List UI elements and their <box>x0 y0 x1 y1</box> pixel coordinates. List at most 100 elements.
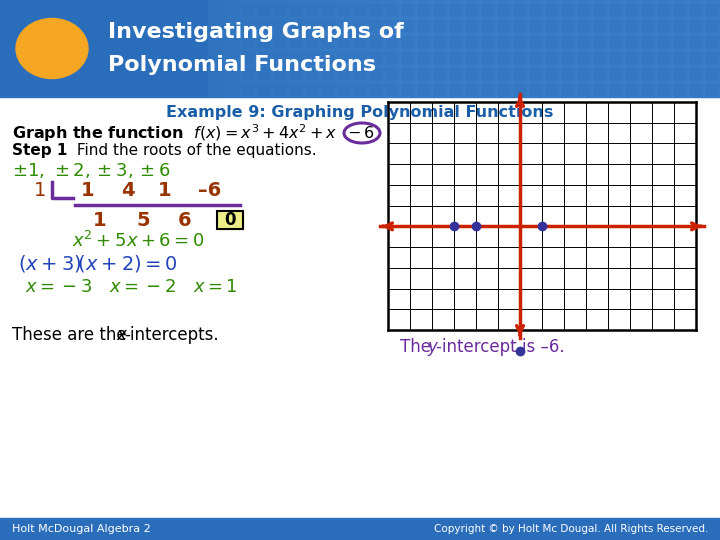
Bar <box>336 34 351 49</box>
Bar <box>544 66 559 81</box>
Bar <box>544 50 559 65</box>
Bar <box>512 66 527 81</box>
Bar <box>704 0 719 1</box>
Bar <box>240 34 255 49</box>
Bar <box>336 0 351 1</box>
Bar <box>432 18 447 33</box>
Bar <box>288 0 303 1</box>
Bar <box>496 18 511 33</box>
Text: 6: 6 <box>178 211 192 229</box>
Bar <box>592 0 607 1</box>
Bar <box>224 0 239 1</box>
Bar <box>240 2 255 17</box>
Bar <box>432 34 447 49</box>
Bar <box>272 18 287 33</box>
Text: Copyright © by Holt Mc Dougal. All Rights Reserved.: Copyright © by Holt Mc Dougal. All Right… <box>433 524 708 534</box>
Bar <box>432 0 447 1</box>
Bar <box>656 18 671 33</box>
Bar <box>528 0 543 1</box>
Bar <box>480 82 495 97</box>
Bar <box>0 0 720 97</box>
Bar <box>416 66 431 81</box>
Bar <box>400 18 415 33</box>
Bar <box>624 66 639 81</box>
Bar <box>448 18 463 33</box>
Bar <box>384 0 399 1</box>
Bar <box>208 66 223 81</box>
Bar <box>384 50 399 65</box>
Text: -intercepts.: -intercepts. <box>124 326 219 344</box>
Bar <box>544 0 559 1</box>
Bar <box>528 50 543 65</box>
Bar <box>688 34 703 49</box>
Bar <box>384 66 399 81</box>
Bar <box>320 82 335 97</box>
Bar <box>448 66 463 81</box>
Bar <box>560 0 575 1</box>
Bar <box>224 82 239 97</box>
Bar <box>480 34 495 49</box>
Bar <box>656 0 671 1</box>
Bar <box>400 2 415 17</box>
Bar <box>464 66 479 81</box>
Bar <box>640 2 655 17</box>
Bar <box>464 50 479 65</box>
Bar <box>480 18 495 33</box>
Bar <box>512 34 527 49</box>
Bar <box>432 2 447 17</box>
Bar <box>576 18 591 33</box>
Bar <box>560 18 575 33</box>
Bar <box>528 18 543 33</box>
Bar <box>368 18 383 33</box>
Bar <box>288 18 303 33</box>
Bar <box>217 211 243 229</box>
Bar <box>400 66 415 81</box>
Bar <box>272 2 287 17</box>
Bar <box>304 66 319 81</box>
Bar <box>512 82 527 97</box>
Bar <box>272 50 287 65</box>
Text: 1: 1 <box>81 180 95 199</box>
Bar <box>224 34 239 49</box>
Bar <box>256 66 271 81</box>
Bar <box>416 82 431 97</box>
Bar <box>608 18 623 33</box>
Text: The: The <box>400 338 436 356</box>
Bar <box>672 2 687 17</box>
Bar <box>576 66 591 81</box>
Bar <box>688 50 703 65</box>
Bar <box>368 0 383 1</box>
Bar <box>640 0 655 1</box>
Bar <box>352 50 367 65</box>
Bar <box>464 82 479 97</box>
Text: $-\, 6$: $-\, 6$ <box>347 125 374 141</box>
Bar <box>592 50 607 65</box>
Text: $\left(x+3\right)\!\left(x+2\right)=0$: $\left(x+3\right)\!\left(x+2\right)=0$ <box>18 253 178 274</box>
Bar <box>624 34 639 49</box>
Bar <box>608 66 623 81</box>
Text: Investigating Graphs of: Investigating Graphs of <box>108 22 404 42</box>
Bar <box>224 2 239 17</box>
Bar <box>352 82 367 97</box>
Bar <box>416 18 431 33</box>
Bar <box>288 82 303 97</box>
Bar <box>448 50 463 65</box>
Bar <box>688 82 703 97</box>
Line: 3 pts: 3 pts <box>52 182 73 198</box>
Bar <box>592 34 607 49</box>
Bar <box>560 50 575 65</box>
Point <box>68 195 77 201</box>
Bar <box>208 2 223 17</box>
Bar <box>336 2 351 17</box>
Bar <box>640 50 655 65</box>
Bar <box>656 34 671 49</box>
Bar <box>544 2 559 17</box>
Bar <box>320 2 335 17</box>
Bar <box>288 50 303 65</box>
Bar <box>208 50 223 65</box>
Bar <box>336 50 351 65</box>
Bar <box>240 18 255 33</box>
Bar <box>0 518 720 540</box>
Bar <box>672 66 687 81</box>
Bar <box>512 18 527 33</box>
